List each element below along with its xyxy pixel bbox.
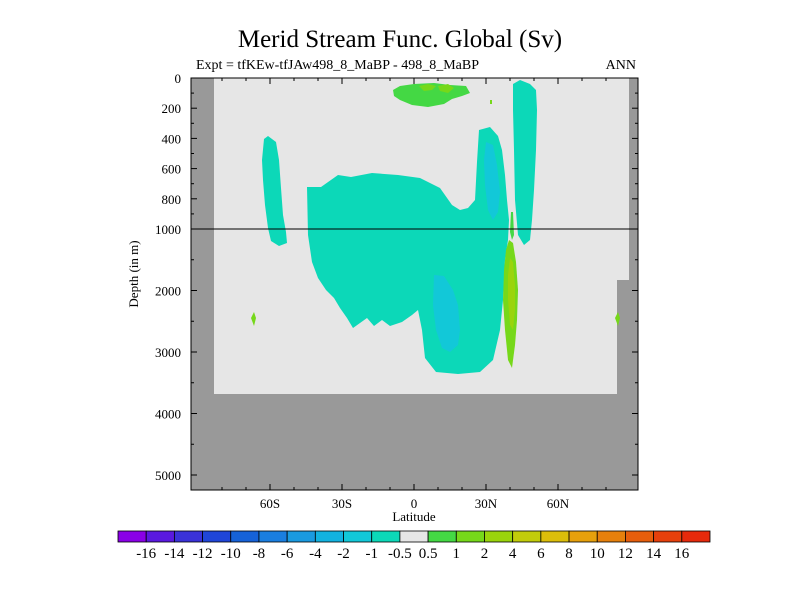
contour-positive-moderate-surface [419,84,436,91]
colorbar-label: 16 [674,546,690,562]
season-label: ANN [605,58,636,73]
y-tick-label: 400 [162,131,182,146]
x-tick-label: 30S [332,496,352,511]
colorbar-swatch [399,530,429,543]
colorbar-swatch [117,530,147,543]
x-tick-label: 60N [547,496,570,511]
contour-positive-moderate-surface-2 [438,84,454,93]
colorbar-swatch [145,530,175,543]
contour-spot-southern [251,312,256,326]
colorbar-swatch [314,530,344,543]
chart-title: Merid Stream Func. Global (Sv) [237,26,563,53]
x-axis-title: Latitude [392,509,436,524]
contour-spot-equator [490,100,492,104]
y-tick-label: 4000 [155,407,181,422]
y-tick-label: 800 [162,192,182,207]
colorbar-swatch [258,530,288,543]
colorbar-label: 6 [537,546,545,562]
colorbar-label: 12 [618,546,633,562]
colorbar-label: -0.5 [388,546,412,562]
colorbar-label: 10 [590,546,605,562]
colorbar-swatch [455,530,485,543]
colorbar-swatch [343,530,373,543]
colorbar-swatch [286,530,316,543]
colorbar-label: -2 [337,546,350,562]
colorbar-label: -1 [365,546,378,562]
y-tick-label: 200 [162,101,182,116]
colorbar-label: 0.5 [419,546,438,562]
colorbar-label: 8 [565,546,573,562]
colorbar-swatch [625,530,655,543]
colorbar-swatch [512,530,542,543]
y-tick-label: 2000 [155,284,181,299]
colorbar-label: -6 [281,546,294,562]
x-tick-label: 30N [475,496,498,511]
contour-positive-thin-north [510,212,514,240]
contour-fills [251,80,620,374]
contour-positive-deep-core [508,258,515,330]
colorbar-swatch [596,530,626,543]
experiment-label: Expt = tfKEw-tfJAw498_8_MaBP - 498_8_MaB… [196,58,479,73]
colorbar-swatch [427,530,457,543]
y-axis-title: Depth (in m) [126,240,141,307]
colorbar-label: -14 [164,546,184,562]
colorbar-label: 2 [481,546,489,562]
colorbar: -16 -14 -12 -10 -8 -6 -4 -2 -1 -0.5 0.5 1 2 4 6 8 10 12 14… [117,530,711,562]
colorbar-swatch [484,530,514,543]
colorbar-label: -12 [193,546,213,562]
colorbar-swatch [202,530,232,543]
colorbar-swatch [568,530,598,543]
colorbar-swatch [230,530,260,543]
contour-spot-northern [615,312,620,326]
y-tick-label: 600 [162,162,182,177]
contour-negative-moderate-north [484,142,500,220]
colorbar-label: 4 [509,546,517,562]
contour-negative-moderate [433,275,460,352]
colorbar-label: 1 [453,546,461,562]
colorbar-label: -8 [253,546,266,562]
colorbar-label: -4 [309,546,322,562]
y-tick-label: 5000 [155,468,181,483]
y-tick-label: 1000 [155,222,181,237]
y-tick-label: 0 [175,71,182,86]
y-axis: 0 200 400 600 800 1000 2000 3000 4000 5000 [155,71,638,483]
x-tick-label: 0 [411,496,418,511]
contour-negative-weak-north [513,80,537,245]
colorbar-swatch [653,530,683,543]
colorbar-swatch [540,530,570,543]
contour-negative-weak-south [262,136,287,246]
y-tick-label: 3000 [155,345,181,360]
x-axis: 60S 30S 0 30N 60N [221,78,607,511]
colorbar-swatch [681,530,711,543]
colorbar-swatch [173,530,203,543]
x-tick-label: 60S [260,496,280,511]
colorbar-label: -16 [136,546,156,562]
colorbar-label: 14 [646,546,662,562]
colorbar-swatch [371,530,401,543]
colorbar-label: -10 [221,546,241,562]
